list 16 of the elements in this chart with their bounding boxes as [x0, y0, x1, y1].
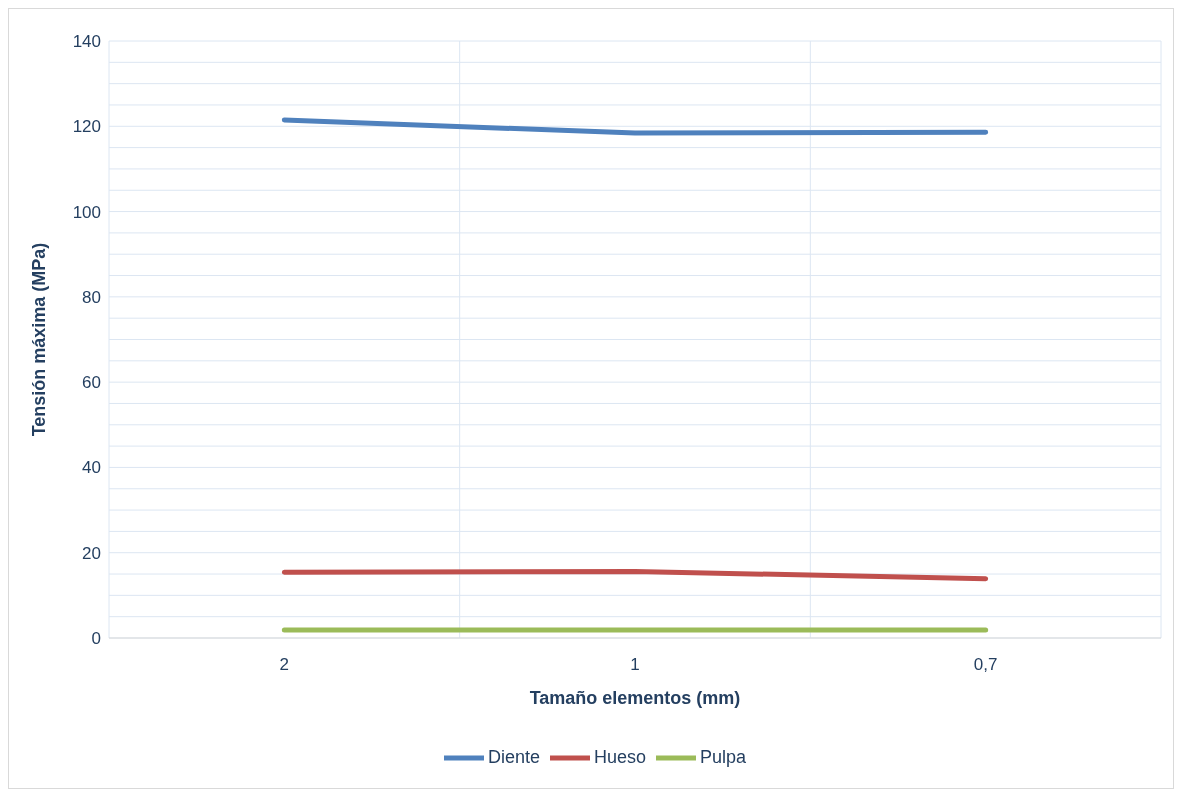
y-axis-title: Tensión máxima (MPa)	[29, 242, 50, 437]
y-tick-label: 40	[82, 458, 101, 478]
y-tick-label: 60	[82, 373, 101, 393]
legend-label: Pulpa	[700, 746, 747, 767]
y-tick-label: 0	[91, 629, 101, 649]
x-tick-label: 2	[279, 655, 290, 675]
y-tick-label: 80	[82, 287, 101, 307]
x-tick-label: 1	[630, 655, 640, 675]
x-axis-title: Tamaño elementos (mm)	[529, 688, 741, 708]
y-tick-label: 120	[72, 117, 101, 137]
legend-label: Hueso	[593, 746, 646, 767]
legend-label: Diente	[487, 746, 540, 767]
x-tick-label: 0,7	[973, 655, 998, 675]
y-tick-label: 20	[82, 543, 101, 563]
y-tick-label: 100	[72, 202, 101, 222]
y-tick-label: 140	[72, 32, 101, 52]
